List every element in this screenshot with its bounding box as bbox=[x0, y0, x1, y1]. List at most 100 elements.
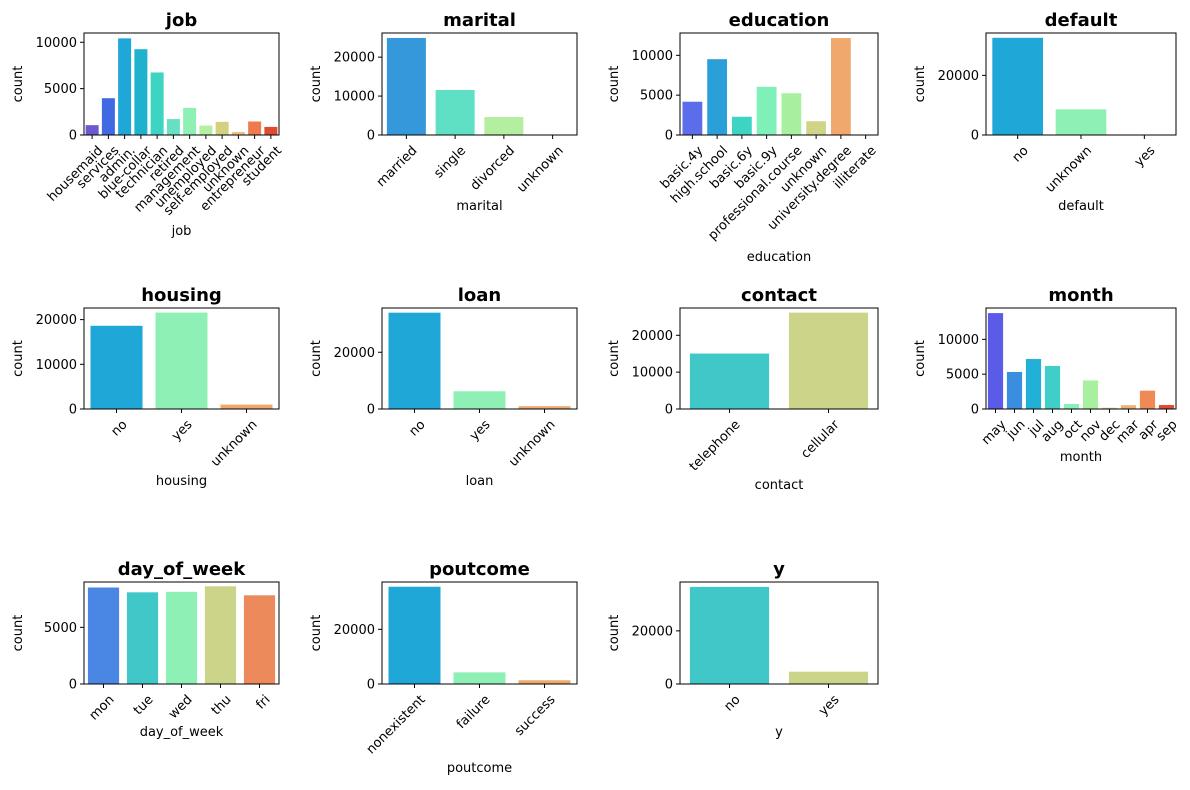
y-tick-label: 20000 bbox=[938, 69, 979, 84]
x-axis-label: housing bbox=[156, 474, 207, 489]
bar-retired bbox=[166, 119, 180, 135]
x-tick-label: jun bbox=[1003, 417, 1029, 443]
y-tick-label: 20000 bbox=[334, 346, 375, 361]
y-tick-label: 5000 bbox=[44, 82, 77, 97]
y-axis-label: count bbox=[607, 615, 622, 652]
bar-jun bbox=[1006, 371, 1023, 409]
bar-unknown bbox=[806, 121, 827, 135]
bar-fri bbox=[243, 595, 276, 684]
y-tick-label: 5000 bbox=[946, 368, 979, 383]
axes-frame bbox=[679, 307, 879, 410]
bar-technician bbox=[150, 72, 164, 135]
x-tick-label: unknown bbox=[1043, 143, 1095, 195]
x-tick-label: thu bbox=[209, 692, 235, 718]
x-tick-label: yes bbox=[1132, 143, 1159, 170]
y-tick-label: 0 bbox=[665, 129, 673, 144]
axes-frame bbox=[985, 307, 1177, 410]
x-tick-label: single bbox=[431, 143, 469, 181]
y-tick-label: 0 bbox=[971, 129, 979, 144]
bar-success bbox=[518, 680, 571, 684]
bar-jul bbox=[1025, 359, 1042, 409]
y-axis-label: count bbox=[607, 340, 622, 377]
chart-title: marital bbox=[443, 10, 516, 31]
bar-professional.course bbox=[781, 93, 802, 135]
bar-cellular bbox=[788, 312, 869, 409]
chart-title: contact bbox=[741, 285, 817, 306]
x-tick-label: wed bbox=[166, 692, 196, 722]
y-axis-label: count bbox=[913, 340, 928, 377]
x-axis-label: poutcome bbox=[447, 761, 512, 776]
bar-no bbox=[388, 312, 441, 409]
y-tick-label: 10000 bbox=[938, 333, 979, 348]
x-axis-label: education bbox=[747, 250, 812, 265]
x-tick-label: tue bbox=[131, 692, 157, 718]
bar-yes bbox=[155, 312, 208, 409]
bar-wed bbox=[165, 591, 198, 684]
y-tick-label: 10000 bbox=[334, 90, 375, 105]
bar-mar bbox=[1120, 405, 1137, 409]
y-tick-label: 0 bbox=[367, 403, 375, 418]
x-tick-label: unknown bbox=[208, 417, 260, 469]
bar-entrepreneur bbox=[248, 121, 262, 135]
x-tick-label: cellular bbox=[798, 417, 843, 462]
bar-tue bbox=[126, 592, 159, 684]
x-tick-label: no bbox=[1010, 143, 1032, 165]
x-axis-label: job bbox=[171, 224, 192, 239]
y-tick-label: 10000 bbox=[632, 366, 673, 381]
bar-thu bbox=[204, 586, 237, 684]
bar-failure bbox=[453, 672, 506, 684]
x-tick-label: mon bbox=[87, 692, 118, 723]
x-tick-label: yes bbox=[467, 417, 494, 444]
x-tick-label: divorced bbox=[468, 143, 518, 193]
bar-no bbox=[689, 586, 770, 684]
subplot-month: month0500010000countmayjunjulaugoctnovde… bbox=[913, 285, 1181, 465]
bar-student bbox=[264, 126, 278, 135]
bar-sep bbox=[1158, 405, 1175, 409]
bar-single bbox=[435, 89, 475, 135]
x-tick-label: failure bbox=[454, 692, 494, 732]
chart-title: default bbox=[1045, 10, 1118, 31]
axes-frame bbox=[679, 581, 879, 685]
bar-married bbox=[386, 37, 426, 136]
bar-basic.9y bbox=[756, 86, 777, 135]
y-tick-label: 20000 bbox=[632, 624, 673, 639]
x-tick-label: yes bbox=[816, 692, 843, 719]
x-tick-label: yes bbox=[169, 417, 196, 444]
bar-apr bbox=[1139, 390, 1156, 409]
axes-frame bbox=[83, 32, 280, 136]
bar-dec bbox=[1101, 407, 1118, 409]
y-tick-label: 0 bbox=[971, 403, 979, 418]
bar-self-employed bbox=[215, 121, 229, 135]
bar-university.degree bbox=[830, 38, 851, 135]
x-tick-label: fri bbox=[253, 692, 273, 712]
y-tick-label: 5000 bbox=[44, 621, 77, 636]
x-axis-label: day_of_week bbox=[140, 725, 224, 740]
y-axis-label: count bbox=[309, 66, 324, 103]
chart-title: day_of_week bbox=[118, 559, 246, 580]
bar-unknown bbox=[518, 406, 571, 409]
subplot-job: job0500010000counthousemaidservicesadmin… bbox=[11, 10, 285, 239]
y-axis-label: count bbox=[11, 66, 26, 103]
bar-no bbox=[992, 37, 1043, 136]
x-tick-label: no bbox=[406, 417, 428, 439]
subplot-day_of_week: day_of_week 0 5000 count mon tue wed thu fri day_… bbox=[11, 559, 280, 740]
bar-housemaid bbox=[85, 125, 99, 135]
axes-frame bbox=[679, 32, 879, 136]
x-tick-label: no bbox=[721, 692, 743, 714]
x-axis-label: default bbox=[1058, 199, 1104, 214]
bar-may bbox=[987, 313, 1004, 409]
y-tick-label: 5000 bbox=[640, 89, 673, 104]
bar-aug bbox=[1044, 365, 1061, 409]
y-tick-label: 0 bbox=[367, 129, 375, 144]
chart-title: loan bbox=[458, 285, 502, 306]
chart-title: education bbox=[729, 10, 830, 31]
x-axis-label: contact bbox=[755, 478, 804, 493]
bar-basic.6y bbox=[731, 116, 752, 135]
bar-unknown bbox=[220, 404, 273, 409]
subplot-education: education0500010000countbasic.4yhigh.sch… bbox=[607, 10, 880, 265]
y-tick-label: 10000 bbox=[632, 49, 673, 64]
y-tick-label: 0 bbox=[69, 403, 77, 418]
x-tick-label: nonexistent bbox=[364, 692, 429, 757]
bar-unknown bbox=[231, 131, 245, 135]
x-tick-label: sep bbox=[1154, 417, 1181, 444]
